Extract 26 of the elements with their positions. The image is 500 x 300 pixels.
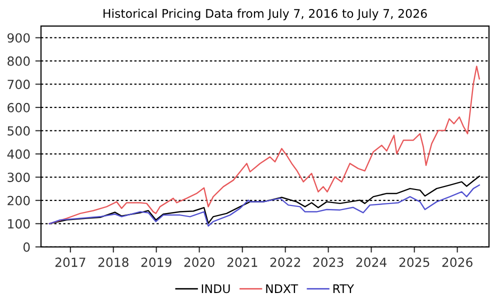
y-tick-label: 200 [8,196,30,206]
y-tick-label: 900 [8,33,30,43]
y-tick-label: 400 [7,149,30,159]
x-tick-label: 2019 [141,258,172,267]
x-tick-label: 2018 [98,258,128,267]
x-tick-label: 2021 [227,258,258,267]
x-tick-label: 2024 [356,258,386,267]
legend-label: NDXT [266,284,298,293]
line-series [48,184,480,227]
line-series [48,66,480,224]
y-tick-label: 300 [8,172,30,182]
legend-label: INDU [202,284,230,294]
y-tick-label: 500 [8,126,30,136]
y-tick-label: 700 [8,80,30,90]
chart-title: Historical Pricing Data from July 7, 2016 to July 7, 2026 [104,8,427,20]
y-tick-label: 600 [8,102,30,112]
x-tick-label: 2022 [270,258,300,267]
y-tick-label: 100 [8,219,30,229]
x-tick-label: 2025 [399,258,430,267]
x-tick-label: 2023 [313,258,344,267]
x-tick-label: 2026 [442,258,472,267]
x-tick-label: 2020 [184,258,214,267]
x-tick-label: 2017 [55,258,86,267]
legend-label: RTY [333,284,354,293]
y-tick-label: 800 [8,56,30,66]
y-tick-label: 0 [23,242,30,252]
